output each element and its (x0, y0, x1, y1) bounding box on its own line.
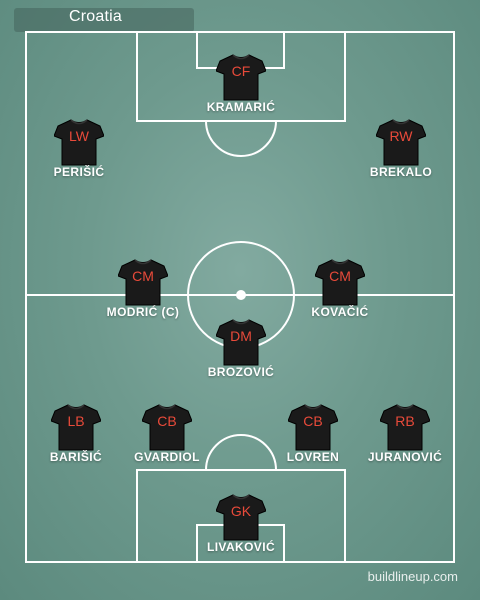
player-cf[interactable]: CF KRAMARIĆ (181, 53, 301, 114)
player-name: PERIŠIĆ (53, 165, 105, 179)
jersey-shape (142, 404, 192, 451)
bottom-penalty-arc (205, 434, 277, 471)
shirt-icon (288, 403, 338, 451)
shirt-icon (51, 403, 101, 451)
player-position: DM (230, 328, 252, 344)
player-position: LB (67, 413, 85, 429)
jersey-shape (315, 259, 365, 306)
shirt-icon (54, 118, 104, 166)
player-position: RW (389, 128, 413, 144)
player-name: LIVAKOVIĆ (206, 540, 276, 554)
shirt-icon (142, 403, 192, 451)
player-position: GK (230, 503, 252, 519)
watermark: buildlineup.com (367, 569, 458, 584)
shirt-icon (376, 118, 426, 166)
shirt-icon (216, 493, 266, 541)
shirt-icon (216, 53, 266, 101)
player-name: BROZOVIĆ (207, 365, 275, 379)
shirt-icon (216, 318, 266, 366)
jersey-shape (288, 404, 338, 451)
jersey-shape (216, 494, 266, 541)
jersey-shape (376, 119, 426, 166)
player-dm[interactable]: DM BROZOVIĆ (181, 318, 301, 379)
shirt-icon (380, 403, 430, 451)
player-name: GVARDIOL (134, 450, 200, 464)
player-lw[interactable]: LW PERIŠIĆ (19, 118, 139, 179)
jersey-shape (51, 404, 101, 451)
jersey-shape (54, 119, 104, 166)
player-cm-left[interactable]: CM MODRIĆ (C) (83, 258, 203, 319)
player-lb[interactable]: LB BARIŠIĆ (16, 403, 136, 464)
jersey-shape (118, 259, 168, 306)
player-name: BARIŠIĆ (49, 450, 103, 464)
player-position: CB (303, 413, 323, 429)
jersey-shape (216, 319, 266, 366)
player-rw[interactable]: RW BREKALO (341, 118, 461, 179)
player-position: CB (157, 413, 177, 429)
top-penalty-arc (205, 120, 277, 157)
player-position: LW (69, 128, 89, 144)
player-position: RB (395, 413, 415, 429)
jersey-shape (216, 54, 266, 101)
player-position: CM (329, 268, 351, 284)
player-gk[interactable]: GK LIVAKOVIĆ (181, 493, 301, 554)
center-spot (236, 290, 246, 300)
jersey-shape (380, 404, 430, 451)
player-position: CF (231, 63, 251, 79)
player-name: KOVAČIĆ (311, 305, 369, 319)
player-position: CM (132, 268, 154, 284)
shirt-icon (118, 258, 168, 306)
player-rb[interactable]: RB JURANOVIĆ (345, 403, 465, 464)
player-cm-right[interactable]: CM KOVAČIĆ (280, 258, 400, 319)
team-name: Croatia (69, 8, 122, 25)
shirt-icon (315, 258, 365, 306)
player-name: JURANOVIĆ (367, 450, 443, 464)
player-name: MODRIĆ (C) (106, 305, 180, 319)
player-cb-left[interactable]: CB GVARDIOL (107, 403, 227, 464)
player-name: BREKALO (369, 165, 433, 179)
player-name: LOVREN (286, 450, 340, 464)
player-cb-right[interactable]: CB LOVREN (253, 403, 373, 464)
player-name: KRAMARIĆ (206, 100, 276, 114)
team-title-bar: Croatia (14, 8, 194, 32)
